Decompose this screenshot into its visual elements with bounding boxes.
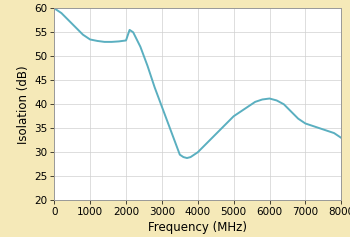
Y-axis label: Isolation (dB): Isolation (dB) bbox=[17, 65, 30, 144]
X-axis label: Frequency (MHz): Frequency (MHz) bbox=[148, 221, 247, 234]
